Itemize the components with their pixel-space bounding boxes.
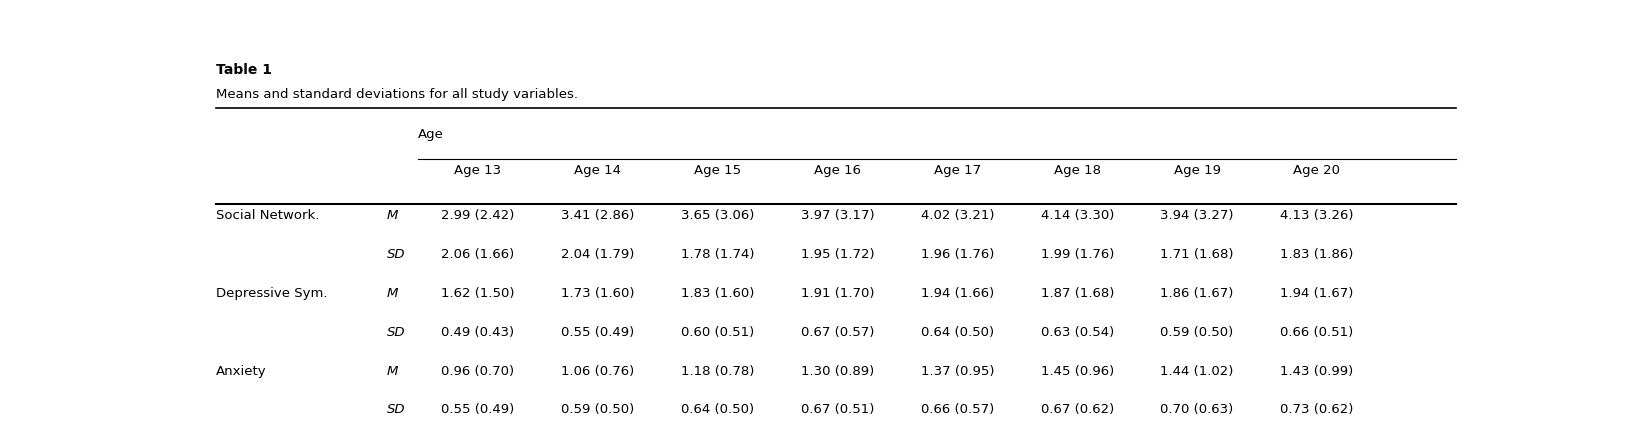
- Text: 1.62 (1.50): 1.62 (1.50): [441, 287, 514, 300]
- Text: Age 19: Age 19: [1174, 164, 1221, 177]
- Text: 0.70 (0.63): 0.70 (0.63): [1161, 403, 1234, 416]
- Text: 1.94 (1.66): 1.94 (1.66): [921, 287, 995, 300]
- Text: 1.71 (1.68): 1.71 (1.68): [1161, 248, 1234, 261]
- Text: SD: SD: [386, 248, 405, 261]
- Text: 0.64 (0.50): 0.64 (0.50): [921, 326, 995, 339]
- Text: Means and standard deviations for all study variables.: Means and standard deviations for all st…: [217, 88, 578, 101]
- Text: SD: SD: [386, 403, 405, 416]
- Text: 3.65 (3.06): 3.65 (3.06): [681, 209, 754, 223]
- Text: 1.44 (1.02): 1.44 (1.02): [1161, 364, 1234, 378]
- Text: 1.99 (1.76): 1.99 (1.76): [1040, 248, 1114, 261]
- Text: Age 18: Age 18: [1053, 164, 1101, 177]
- Text: 4.13 (3.26): 4.13 (3.26): [1280, 209, 1354, 223]
- Text: 0.60 (0.51): 0.60 (0.51): [681, 326, 754, 339]
- Text: Age 17: Age 17: [934, 164, 982, 177]
- Text: 1.43 (0.99): 1.43 (0.99): [1280, 364, 1353, 378]
- Text: 1.37 (0.95): 1.37 (0.95): [920, 364, 995, 378]
- Text: 1.95 (1.72): 1.95 (1.72): [801, 248, 874, 261]
- Text: 0.67 (0.57): 0.67 (0.57): [801, 326, 874, 339]
- Text: Age 20: Age 20: [1294, 164, 1340, 177]
- Text: 1.91 (1.70): 1.91 (1.70): [801, 287, 874, 300]
- Text: 0.73 (0.62): 0.73 (0.62): [1280, 403, 1353, 416]
- Text: M: M: [386, 209, 397, 223]
- Text: 3.97 (3.17): 3.97 (3.17): [801, 209, 874, 223]
- Text: Social Network.: Social Network.: [217, 209, 319, 223]
- Text: 0.63 (0.54): 0.63 (0.54): [1040, 326, 1114, 339]
- Text: M: M: [386, 364, 397, 378]
- Text: 0.64 (0.50): 0.64 (0.50): [681, 403, 754, 416]
- Text: 0.49 (0.43): 0.49 (0.43): [441, 326, 514, 339]
- Text: 1.18 (0.78): 1.18 (0.78): [681, 364, 754, 378]
- Text: 1.45 (0.96): 1.45 (0.96): [1040, 364, 1114, 378]
- Text: 0.67 (0.51): 0.67 (0.51): [801, 403, 874, 416]
- Text: 1.73 (1.60): 1.73 (1.60): [562, 287, 635, 300]
- Text: Age: Age: [418, 128, 444, 141]
- Text: M: M: [386, 287, 397, 300]
- Text: 2.99 (2.42): 2.99 (2.42): [441, 209, 514, 223]
- Text: 0.59 (0.50): 0.59 (0.50): [1161, 326, 1234, 339]
- Text: 1.06 (0.76): 1.06 (0.76): [562, 364, 635, 378]
- Text: 2.04 (1.79): 2.04 (1.79): [562, 248, 635, 261]
- Text: 1.86 (1.67): 1.86 (1.67): [1161, 287, 1234, 300]
- Text: Age 13: Age 13: [454, 164, 501, 177]
- Text: 1.30 (0.89): 1.30 (0.89): [801, 364, 874, 378]
- Text: 1.87 (1.68): 1.87 (1.68): [1040, 287, 1114, 300]
- Text: Age 15: Age 15: [694, 164, 741, 177]
- Text: 0.55 (0.49): 0.55 (0.49): [441, 403, 514, 416]
- Text: Age 14: Age 14: [575, 164, 622, 177]
- Text: SD: SD: [386, 326, 405, 339]
- Text: 4.14 (3.30): 4.14 (3.30): [1040, 209, 1114, 223]
- Text: 0.55 (0.49): 0.55 (0.49): [562, 326, 635, 339]
- Text: Anxiety: Anxiety: [217, 364, 267, 378]
- Text: 4.02 (3.21): 4.02 (3.21): [920, 209, 995, 223]
- Text: 1.96 (1.76): 1.96 (1.76): [921, 248, 995, 261]
- Text: 1.94 (1.67): 1.94 (1.67): [1280, 287, 1353, 300]
- Text: Depressive Sym.: Depressive Sym.: [217, 287, 327, 300]
- Text: 3.41 (2.86): 3.41 (2.86): [562, 209, 635, 223]
- Text: 0.96 (0.70): 0.96 (0.70): [441, 364, 514, 378]
- Text: 1.78 (1.74): 1.78 (1.74): [681, 248, 754, 261]
- Text: 0.66 (0.57): 0.66 (0.57): [921, 403, 995, 416]
- Text: Table 1: Table 1: [217, 63, 272, 77]
- Text: 0.67 (0.62): 0.67 (0.62): [1040, 403, 1114, 416]
- Text: Age 16: Age 16: [814, 164, 861, 177]
- Text: 0.59 (0.50): 0.59 (0.50): [562, 403, 635, 416]
- Text: 1.83 (1.60): 1.83 (1.60): [681, 287, 754, 300]
- Text: 1.83 (1.86): 1.83 (1.86): [1280, 248, 1353, 261]
- Text: 0.66 (0.51): 0.66 (0.51): [1280, 326, 1353, 339]
- Text: 3.94 (3.27): 3.94 (3.27): [1161, 209, 1234, 223]
- Text: 2.06 (1.66): 2.06 (1.66): [441, 248, 514, 261]
